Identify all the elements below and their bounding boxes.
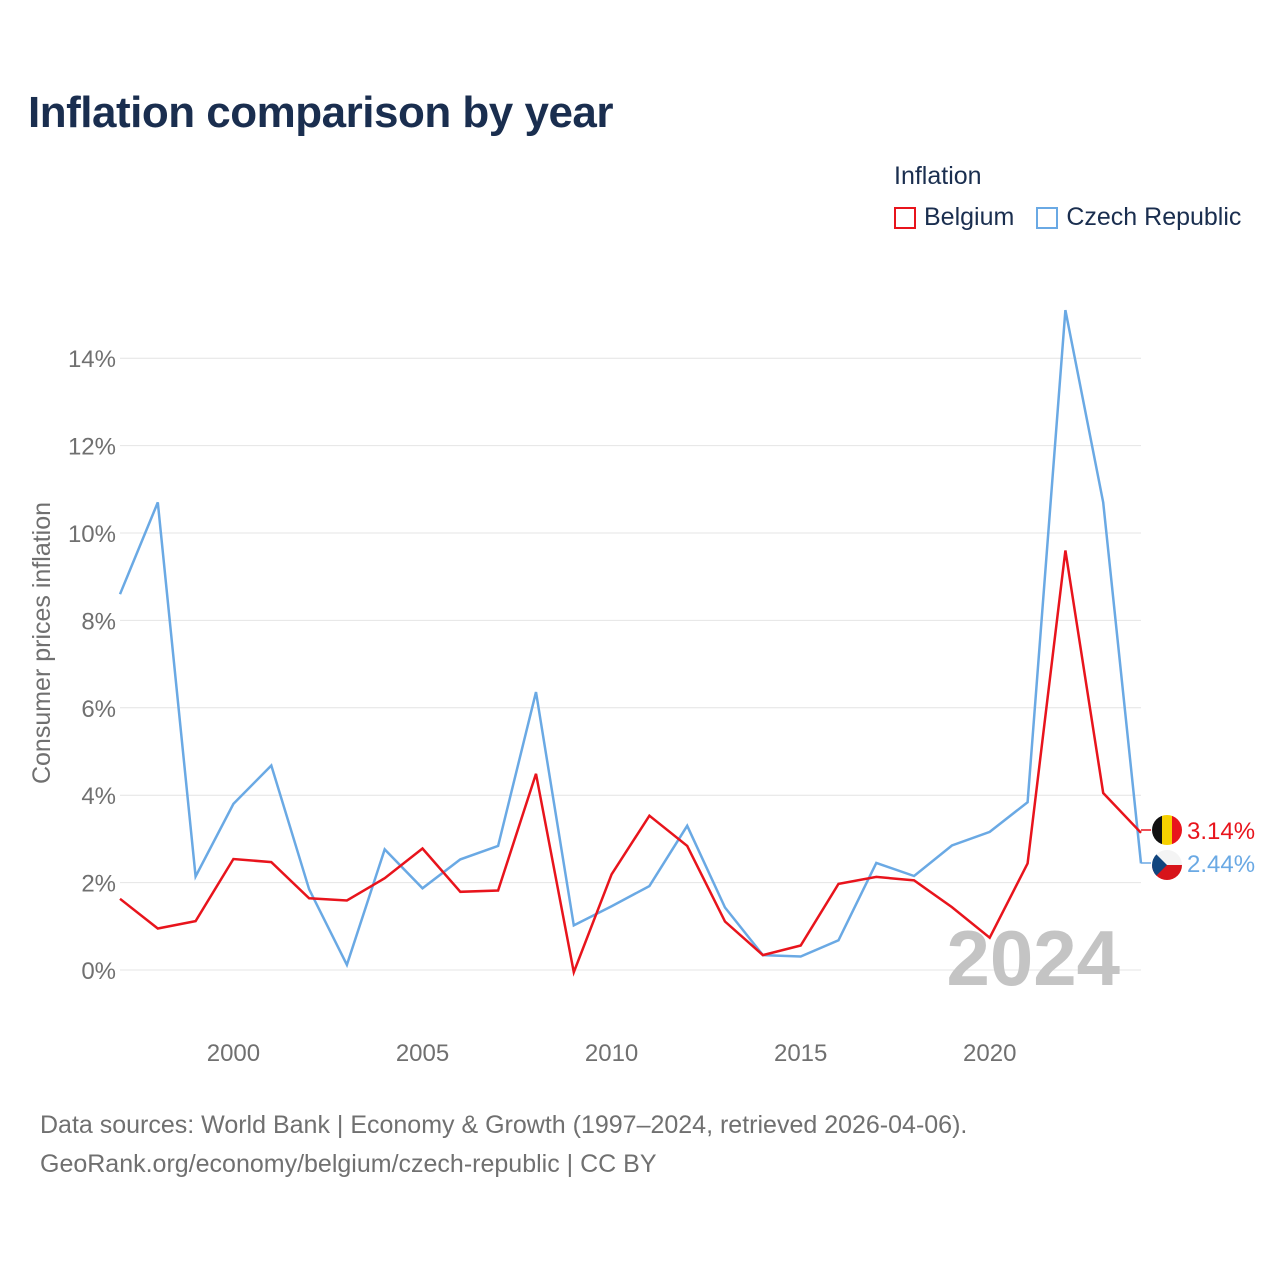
y-tick-label: 8% [81,608,116,635]
series-line-czech-republic[interactable] [118,309,1143,969]
x-tick-label: 2015 [774,1040,827,1067]
footer-url[interactable]: GeoRank.org/economy/belgium/czech-republ… [40,1150,657,1178]
y-tick-label: 12% [68,434,116,461]
x-tick-label: 2020 [963,1040,1016,1067]
chart-area: 0% 2% 4% 6% 8% 10% 12% 14% 2000 2005 2010 2015 2020… [28,309,1255,1067]
x-tick-label: 2005 [396,1040,449,1067]
legend: Belgium Czech Republic [894,203,1263,232]
x-tick-label: 2010 [585,1040,638,1067]
belgium-end-label: 3.14% [1187,818,1255,845]
footer: Data sources: World Bank | Economy & Gro… [40,1106,967,1184]
y-tick-label: 6% [81,696,116,723]
legend-item-czech-republic[interactable]: Czech Republic [1036,203,1241,232]
chart-title: Inflation comparison by year [28,88,614,137]
year-watermark: 2024 [946,914,1120,1002]
y-tick-labels: 0% 2% 4% 6% 8% 10% 12% 14% [68,346,116,985]
legend-swatch-czech-republic [1036,206,1059,229]
gridlines [120,357,1141,971]
legend-swatch-belgium [894,206,916,229]
legend-item-belgium[interactable]: Belgium [894,203,1014,232]
y-tick-label: 10% [68,521,116,548]
y-tick-label: 4% [81,783,116,810]
x-tick-labels: 2000 2005 2010 2015 2020 [207,1040,1017,1067]
legend-label-belgium: Belgium [924,203,1015,231]
y-tick-label: 14% [68,346,116,373]
series-line-belgium[interactable] [119,550,1142,977]
legend-title: Inflation [894,162,982,190]
legend-label-czech-republic: Czech Republic [1066,203,1242,231]
y-tick-label: 2% [81,871,116,898]
series-lines [118,309,1143,977]
belgium-flag-icon [1152,815,1182,845]
footer-source: Data sources: World Bank | Economy & Gro… [40,1111,968,1139]
y-tick-label: 0% [81,958,116,985]
czech-flag-icon [1152,850,1182,880]
x-tick-label: 2000 [207,1040,260,1067]
czech-end-label: 2.44% [1187,851,1255,878]
y-axis-label: Consumer prices inflation [28,502,56,784]
